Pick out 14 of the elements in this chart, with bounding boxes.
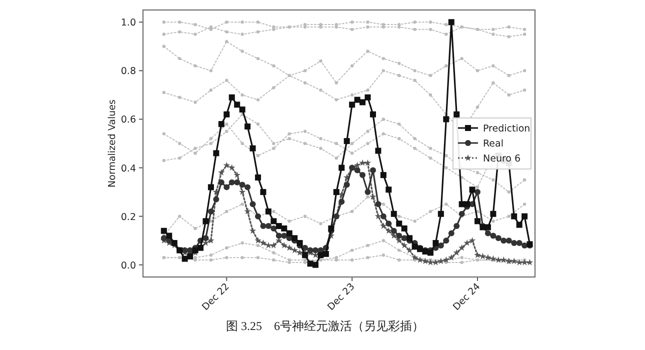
- y-tick-label: 0.6: [120, 114, 136, 126]
- legend-label: Prediction: [483, 124, 530, 134]
- caption: 图 3.25 6号神经元激活（另见彩插）: [226, 319, 424, 333]
- x-tick-label: Dec 24: [451, 281, 483, 313]
- y-tick-label: 0.8: [120, 66, 136, 78]
- legend-label: Neuro 6: [483, 154, 521, 164]
- x-tick-label: Dec 22: [200, 281, 232, 313]
- x-tick-label: Dec 23: [326, 281, 358, 313]
- legend-label: Real: [483, 138, 504, 150]
- y-tick-label: 1.0: [120, 18, 136, 29]
- y-axis-title: Normalized Values: [107, 99, 118, 188]
- y-tick-label: 0.0: [120, 260, 136, 272]
- y-tick-label: 0.2: [120, 212, 136, 223]
- y-tick-label: 0.4: [120, 163, 136, 174]
